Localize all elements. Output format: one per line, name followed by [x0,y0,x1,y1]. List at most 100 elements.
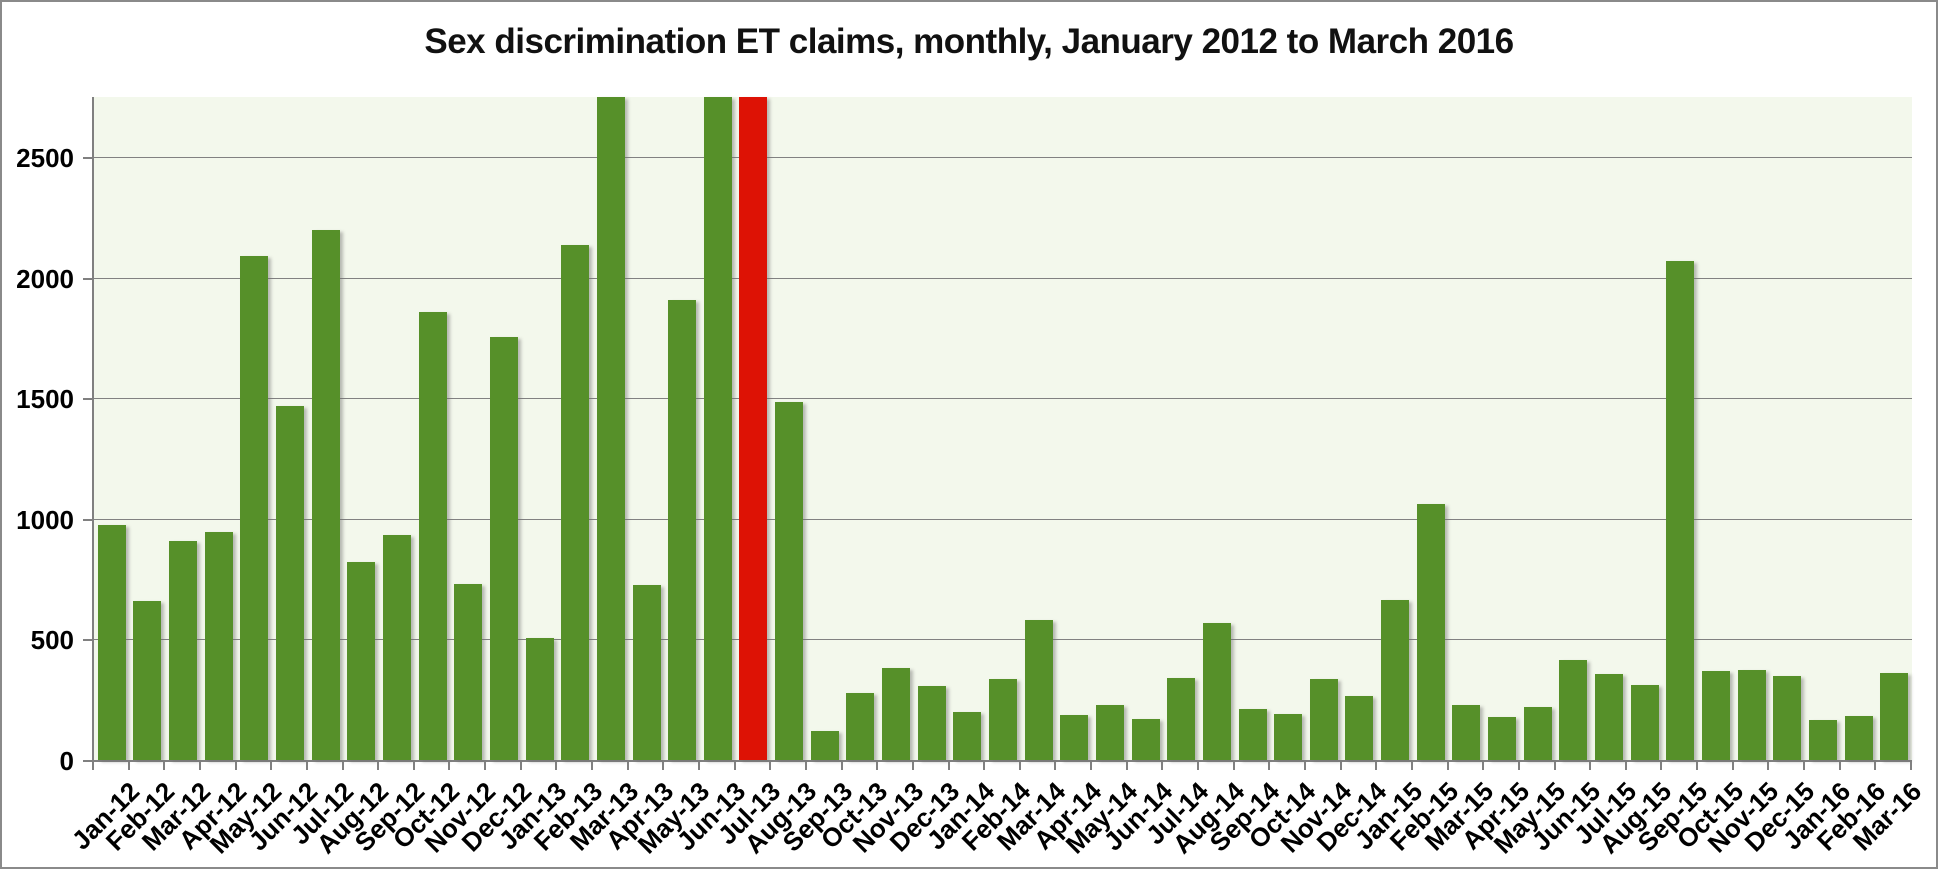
bar-Mar-15 [1452,704,1481,760]
x-tick-mark [662,762,665,770]
gridline-1500 [94,398,1912,400]
x-tick-mark [377,762,380,770]
bar-Jan-15 [1381,599,1410,760]
x-tick-mark [448,762,451,770]
bar-Aug-12 [347,562,376,760]
x-tick-mark [1161,762,1164,770]
bar-Mar-14 [1024,620,1053,760]
bar-Oct-15 [1701,670,1730,760]
x-tick-mark [163,762,166,770]
x-tick-mark [270,762,273,770]
y-tick-label-1000: 1000 [16,504,74,535]
x-tick-mark [1232,762,1235,770]
y-tick-mark [83,518,92,521]
bar-Mar-12 [169,540,198,760]
bar-Jun-14 [1131,719,1160,760]
x-tick-mark [840,762,843,770]
x-tick-mark [1589,762,1592,770]
x-tick-mark [983,762,986,770]
bar-Nov-12 [454,584,483,760]
bar-Apr-12 [204,532,233,760]
bar-May-15 [1523,706,1552,760]
gridline-500 [94,639,1912,641]
bar-Mar-13 [596,97,625,760]
x-tick-mark [804,762,807,770]
gridline-2500 [94,157,1912,159]
x-tick-mark [1874,762,1877,770]
bar-Sep-14 [1238,709,1267,760]
x-tick-mark [198,762,201,770]
x-tick-mark [127,762,130,770]
bar-Sep-13 [810,731,839,760]
x-tick-mark [1054,762,1057,770]
y-tick-mark [83,277,92,280]
bar-Dec-12 [489,336,518,760]
bar-Feb-12 [133,600,162,760]
bar-Mar-16 [1880,673,1909,760]
x-tick-mark [341,762,344,770]
bar-Feb-16 [1844,716,1873,760]
bar-Jun-12 [276,405,305,760]
x-tick-mark [1731,762,1734,770]
x-tick-mark [698,762,700,770]
y-tick-mark [83,157,92,160]
bar-Jan-16 [1808,719,1837,760]
x-tick-mark [1482,762,1485,770]
x-tick-mark [1375,762,1378,770]
x-tick-mark [1410,762,1413,770]
bar-May-14 [1095,704,1124,760]
x-tick-mark [1304,762,1306,770]
bar-Nov-15 [1737,669,1766,760]
y-tick-mark [83,398,92,401]
x-tick-mark [1517,762,1520,770]
bar-Jan-12 [97,524,126,760]
x-tick-mark [733,762,736,770]
x-tick-mark [1910,762,1912,770]
y-tick-label-500: 500 [30,625,74,656]
bar-Feb-15 [1416,504,1445,760]
x-tick-mark [519,762,522,770]
x-tick-mark [412,762,415,770]
gridline-1000 [94,518,1912,520]
bar-Jul-15 [1595,674,1623,760]
x-tick-mark [626,762,629,770]
bar-Dec-14 [1345,696,1374,760]
x-tick-mark [947,762,950,770]
bar-Aug-15 [1630,685,1659,760]
x-tick-mark [769,762,772,770]
x-tick-mark [1090,762,1093,770]
bar-Apr-13 [632,585,661,760]
bar-Nov-14 [1309,679,1338,760]
bar-Jan-13 [525,638,554,760]
bar-Jun-13 [703,97,732,760]
bar-May-13 [668,299,697,760]
bar-Dec-15 [1773,675,1802,760]
bar-Sep-15 [1666,260,1695,760]
bar-Jun-15 [1559,659,1588,760]
x-tick-mark [1624,762,1627,770]
x-tick-mark [1268,762,1271,770]
bar-Oct-14 [1274,714,1303,760]
x-tick-mark [1339,762,1342,770]
bar-Feb-14 [989,679,1017,760]
x-tick-mark [1125,762,1128,770]
bar-Aug-13 [775,401,804,760]
x-tick-mark [1553,762,1556,770]
x-tick-mark [1767,762,1770,770]
gridline-2000 [94,277,1912,279]
x-tick-mark [591,762,594,770]
x-tick-mark [305,762,308,770]
x-tick-mark [1696,762,1699,770]
x-tick-mark [555,762,558,770]
bar-Jul-13 [739,97,768,760]
bar-Apr-15 [1488,716,1517,760]
bar-Feb-13 [561,245,590,760]
bar-Dec-13 [917,686,946,760]
bar-Oct-13 [846,692,875,760]
x-tick-mark [1197,762,1200,770]
bar-Jul-14 [1167,678,1196,760]
bar-Aug-14 [1202,622,1231,760]
y-tick-mark [83,760,92,762]
x-tick-mark [911,762,914,770]
